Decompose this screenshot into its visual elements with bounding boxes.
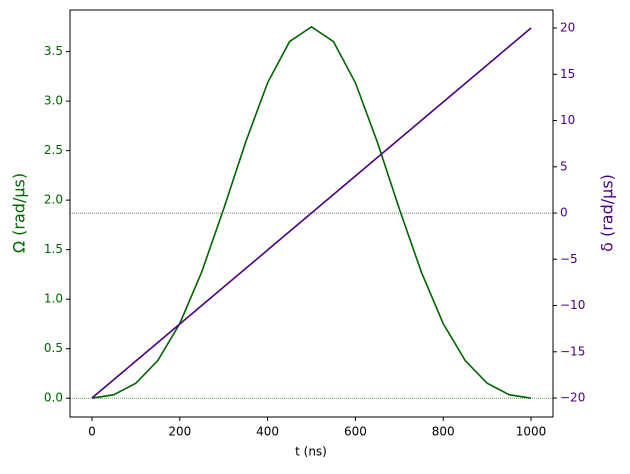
y-tick-label: 1.5 [44,242,63,256]
y-tick-label: 0.0 [44,391,63,405]
y2-tick-label: −15 [560,344,585,358]
plot-frame [69,9,554,418]
series-line [91,25,532,399]
x-tick-label: 0 [88,425,96,439]
y-tick-label: 1.0 [44,292,63,306]
y2-tick-label: 10 [560,113,575,127]
y2-tick-label: −10 [560,298,585,312]
y-tick-label: 3.5 [44,44,63,58]
y-axis-label: Ω (rad/µs) [10,173,29,253]
y-tick-label: 0.5 [44,341,63,355]
y2-tick-label: −5 [560,252,578,266]
x-tick-label: 400 [256,425,279,439]
y2-tick-label: 20 [560,21,575,35]
y-tick-label: 2.5 [44,143,63,157]
x-tick-label: 600 [344,425,367,439]
y2-tick-label: 5 [560,159,568,173]
series-line [91,27,532,399]
y-tick-label: 3.0 [44,94,63,108]
x-tick-label: 200 [168,425,191,439]
y2-tick-label: −20 [560,391,585,405]
y2-tick-label: 0 [560,206,568,220]
y2-axis-label: δ (rad/µs) [598,174,617,252]
y2-tick-label: 15 [560,67,575,81]
x-tick-label: 800 [432,425,455,439]
y-tick-label: 2.0 [44,193,63,207]
x-axis-label: t (ns) [295,445,327,459]
x-tick-label: 1000 [516,425,547,439]
